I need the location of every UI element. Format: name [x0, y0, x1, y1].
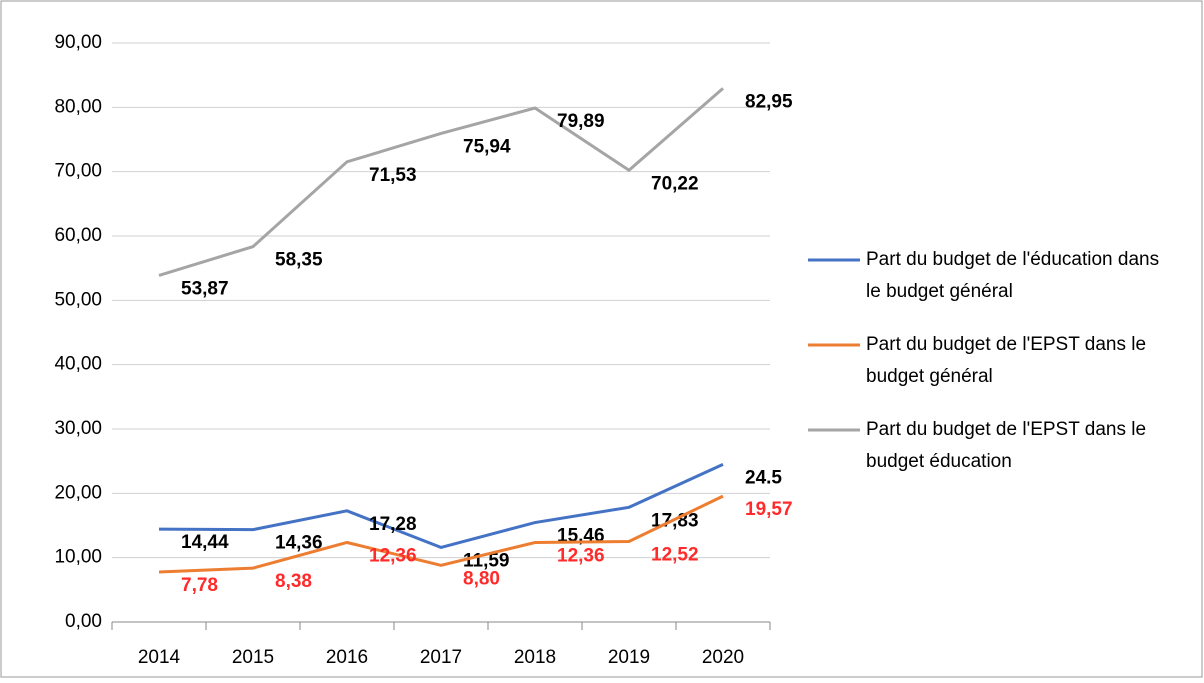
- y-tick-label: 70,00: [54, 161, 102, 182]
- legend-label: Part du budget de l'EPST dans le budget g…: [866, 334, 1146, 387]
- data-label: 17,28: [369, 514, 417, 535]
- x-tick-label: 2020: [702, 647, 744, 668]
- legend-label: Part du budget de l'EPST dans le budget é…: [866, 419, 1146, 472]
- data-label: 14,36: [275, 533, 323, 554]
- y-tick-label: 10,00: [54, 547, 102, 568]
- y-tick-label: 90,00: [54, 32, 102, 53]
- y-tick-label: 50,00: [54, 289, 102, 310]
- data-label: 12,52: [651, 544, 699, 565]
- data-label: 53,87: [181, 278, 229, 299]
- data-label: 79,89: [557, 111, 605, 132]
- x-tick-label: 2018: [514, 647, 556, 668]
- legend-label: Part du budget de l'éducation dans le bud…: [866, 249, 1159, 302]
- series-line: [158, 463, 724, 550]
- data-label: 12,36: [369, 545, 417, 566]
- data-label: 82,95: [745, 91, 793, 112]
- y-tick-label: 60,00: [54, 225, 102, 246]
- x-tick-label: 2014: [138, 647, 181, 668]
- y-tick-label: 80,00: [54, 96, 102, 117]
- data-label: 14,44: [181, 532, 229, 553]
- data-label: 8,38: [275, 571, 312, 592]
- data-label: 8,80: [463, 568, 500, 589]
- data-label: 19,57: [745, 499, 793, 520]
- y-tick-label: 0,00: [65, 611, 102, 632]
- y-tick-label: 30,00: [54, 418, 102, 439]
- series-line: [158, 494, 724, 574]
- x-tick-label: 2019: [608, 647, 650, 668]
- series-line: [158, 87, 724, 277]
- x-tick-label: 2016: [326, 647, 368, 668]
- x-tick-label: 2017: [420, 647, 462, 668]
- data-label: 70,22: [651, 173, 699, 194]
- x-tick-label: 2015: [232, 647, 274, 668]
- data-label: 75,94: [463, 136, 511, 157]
- y-tick-label: 20,00: [54, 482, 102, 503]
- data-label: 24.5: [745, 467, 782, 488]
- data-label: 58,35: [275, 250, 323, 271]
- data-label: 71,53: [369, 165, 417, 186]
- y-tick-label: 40,00: [54, 354, 102, 375]
- data-label: 12,36: [557, 545, 605, 566]
- data-label: 7,78: [181, 575, 218, 596]
